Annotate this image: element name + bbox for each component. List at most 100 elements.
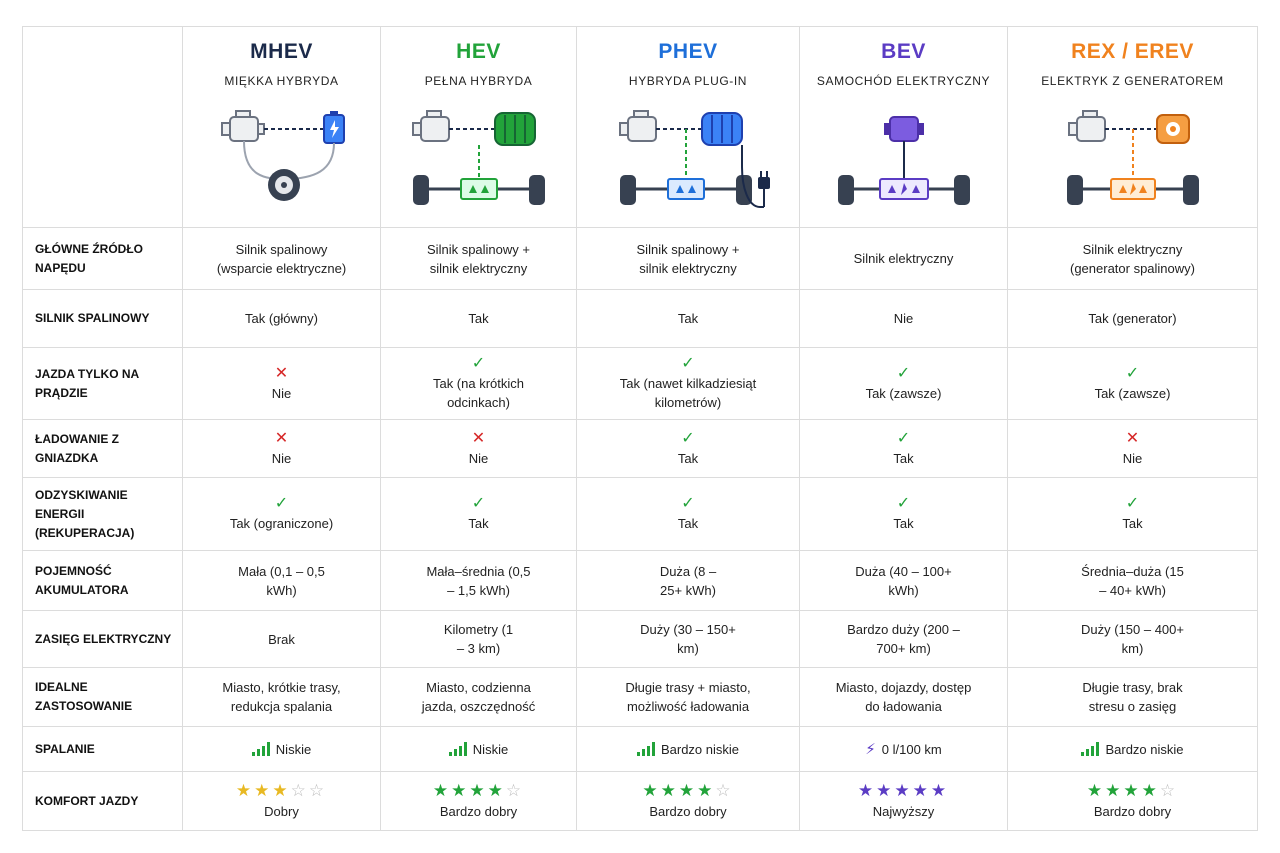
table-cell: ✓ Tak (381, 478, 577, 551)
cell-text: Nie (1122, 450, 1143, 466)
row-label: ODZYSKIWANIE ENERGII (REKUPERACJA) (23, 478, 183, 551)
table-cell: ✓ Tak (zawsze) (800, 348, 1008, 420)
cell-text: Niskie (275, 741, 312, 757)
table-cell: Tak (381, 290, 577, 348)
check-icon: ✓ (896, 364, 911, 382)
table-cell: ✓ Tak (577, 478, 800, 551)
star-rating: ★★★★☆ (1087, 781, 1178, 800)
phev-diagram-icon (619, 110, 770, 208)
check-icon: ✓ (681, 429, 695, 447)
cell-text: Tak (nawet kilkadziesiąt kilometrów) (619, 376, 757, 410)
star-empty-icon: ☆ (308, 781, 328, 800)
check-icon: ✓ (1125, 495, 1140, 512)
cell-text: Bardzo niskie (1105, 741, 1184, 757)
table-cell: Długie trasy + miasto, możliwość ładowan… (577, 668, 800, 727)
star-filled-icon: ★ (642, 781, 661, 800)
star-empty-icon: ☆ (290, 781, 309, 800)
cell-text: Bardzo dobry (1093, 804, 1172, 819)
row-label: JAZDA TYLKO NA PRĄDZIE (23, 348, 183, 420)
check-icon: ✓ (1125, 364, 1140, 382)
row-label: ŁADOWANIE Z GNIAZDKA (23, 420, 183, 478)
table-cell: Mała (0,1 – 0,5 kWh) (183, 551, 381, 611)
table-cell: ★★★★★ Najwyższy (800, 772, 1008, 831)
star-rating: ★★★★★ (858, 781, 949, 800)
cross-icon: ✕ (274, 364, 289, 382)
star-filled-icon: ★ (469, 781, 488, 800)
table-cell: Silnik spalinowy + silnik elektryczny (381, 228, 577, 290)
table-cell: Bardzo duży (200 – 700+ km) (800, 611, 1008, 668)
star-filled-icon: ★ (451, 781, 470, 800)
hev-diagram-icon (411, 110, 545, 205)
table-cell: Mała–średnia (0,5 – 1,5 kWh) (381, 551, 577, 611)
table-cell: ★★★☆☆ Dobry (183, 772, 381, 831)
star-filled-icon: ★ (1086, 781, 1106, 800)
cell-text: Tak (zawsze) (865, 385, 942, 401)
signal-bars-icon (448, 742, 467, 756)
star-rating: ★★★★☆ (433, 781, 524, 800)
star-filled-icon: ★ (660, 781, 679, 800)
header-mhev: MHEV MIĘKKA HYBRYDA (183, 27, 381, 228)
star-filled-icon: ★ (1123, 781, 1142, 800)
table-cell: Tak (główny) (183, 290, 381, 348)
column-subtitle: SAMOCHÓD ELEKTRYCZNY (816, 74, 991, 88)
table-cell: Duży (30 – 150+ km) (577, 611, 800, 668)
table-cell: ✕ Nie (1008, 420, 1258, 478)
table-cell: ✕ Nie (183, 420, 381, 478)
star-filled-icon: ★ (1141, 781, 1160, 800)
table-cell: ★★★★☆ Bardzo dobry (1008, 772, 1258, 831)
signal-bars-icon (251, 742, 270, 756)
table-cell: Kilometry (1 – 3 km) (381, 611, 577, 668)
table-cell: Brak (183, 611, 381, 668)
star-filled-icon: ★ (254, 781, 273, 800)
star-rating: ★★★★☆ (642, 781, 733, 800)
cell-text: Tak (ograniczone) (229, 516, 334, 531)
table-cell: Nie (800, 290, 1008, 348)
row-label: ZASIĘG ELEKTRYCZNY (23, 611, 183, 668)
table-cell: ✓ Tak (800, 478, 1008, 551)
table-cell: Miasto, dojazdy, dostęp do ładowania (800, 668, 1008, 727)
table-cell: Niskie (183, 727, 381, 772)
cross-icon: ✕ (1125, 429, 1140, 447)
table-cell: ✓ Tak (ograniczone) (183, 478, 381, 551)
star-rating: ★★★☆☆ (236, 781, 327, 800)
rex-diagram-icon (1066, 110, 1199, 205)
row-label: KOMFORT JAZDY (23, 772, 183, 831)
cross-icon: ✕ (471, 429, 486, 447)
star-empty-icon: ☆ (1159, 781, 1179, 800)
table-cell: Silnik elektryczny (800, 228, 1008, 290)
table-cell: Długie trasy, brak stresu o zasięg (1008, 668, 1258, 727)
check-icon: ✓ (274, 495, 289, 512)
column-subtitle: PEŁNA HYBRYDA (424, 74, 533, 88)
table-cell: ✓ Tak (nawet kilkadziesiąt kilometrów) (577, 348, 800, 420)
cell-text: Tak (468, 516, 489, 531)
cross-icon: ✕ (274, 429, 289, 447)
column-abbr: MHEV (250, 40, 313, 63)
cell-text: Dobry (264, 804, 299, 819)
cell-text: Bardzo dobry (439, 804, 518, 819)
row-label: POJEMNOŚĆ AKUMULATORA (23, 551, 183, 611)
table-cell: ✕ Nie (381, 420, 577, 478)
star-empty-icon: ☆ (505, 781, 525, 800)
table-cell: Tak (577, 290, 800, 348)
star-filled-icon: ★ (432, 781, 452, 800)
table-cell: ✓ Tak (1008, 478, 1258, 551)
row-label: SILNIK SPALINOWY (23, 290, 183, 348)
cell-text: Tak (zawsze) (1094, 385, 1171, 401)
check-icon: ✓ (681, 495, 695, 512)
check-icon: ✓ (471, 495, 486, 512)
check-icon: ✓ (896, 495, 911, 512)
cell-text: Nie (468, 450, 489, 466)
table-cell: Tak (generator) (1008, 290, 1258, 348)
star-filled-icon: ★ (1105, 781, 1124, 800)
table-cell: Niskie (381, 727, 577, 772)
column-subtitle: HYBRYDA PLUG-IN (628, 74, 748, 88)
header-hev: HEV PEŁNA HYBRYDA (381, 27, 577, 228)
cell-text: Tak (677, 450, 699, 466)
column-abbr: REX / EREV (1071, 40, 1194, 63)
table-cell: Silnik elektryczny (generator spalinowy) (1008, 228, 1258, 290)
comparison-table: MHEV MIĘKKA HYBRYDA HEV PEŁNA HYBRYDA (22, 26, 1258, 831)
table-cell: Bardzo niskie (577, 727, 800, 772)
check-icon: ✓ (681, 355, 695, 372)
table-cell: Miasto, codzienna jazda, oszczędność (381, 668, 577, 727)
cell-text: Tak (1122, 516, 1143, 531)
